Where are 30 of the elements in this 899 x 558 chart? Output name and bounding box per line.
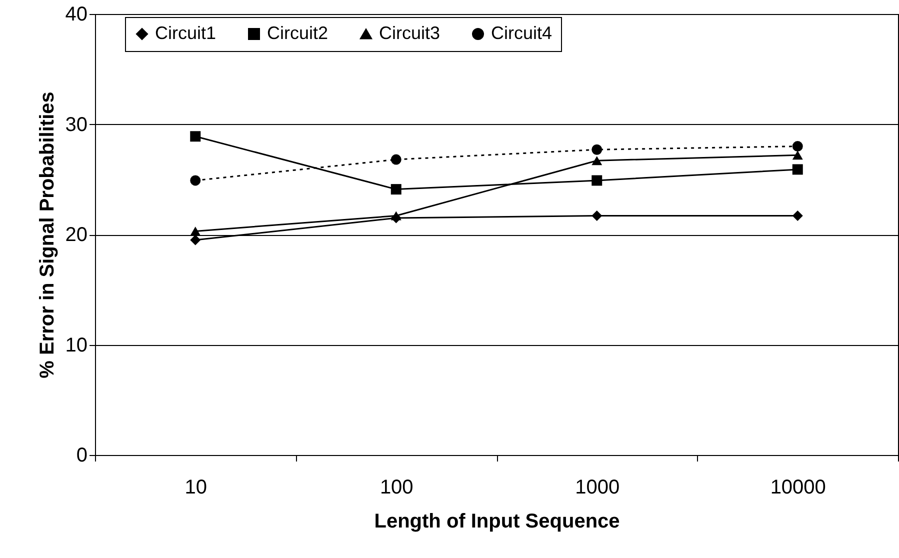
point: [190, 226, 201, 236]
x-tick-label: 10: [184, 476, 207, 498]
point: [792, 150, 803, 160]
y-tick-label: 30: [65, 114, 88, 136]
point: [390, 211, 402, 220]
x-tick-label: 10000: [770, 476, 826, 498]
x-tick-label: 1000: [575, 476, 620, 498]
y-tick-label: 10: [65, 334, 88, 356]
legend-label: Circuit2: [267, 23, 328, 43]
x-axis-title: Length of Input Sequence: [374, 510, 620, 532]
y-axis-title: % Error in Signal Probabilities: [36, 92, 58, 378]
point: [792, 164, 803, 175]
legend-label: Circuit1: [155, 23, 216, 43]
point: [592, 210, 602, 221]
legend-label: Circuit3: [379, 23, 440, 43]
legend-label: Circuit4: [491, 23, 552, 43]
point: [592, 175, 602, 186]
y-tick-label: 0: [76, 444, 88, 466]
point: [792, 210, 803, 221]
x-tick-label: 100: [380, 476, 414, 498]
point: [592, 144, 602, 155]
y-tick-label: 40: [65, 4, 88, 26]
point: [592, 156, 602, 166]
point: [190, 175, 201, 186]
point: [792, 141, 803, 152]
point: [190, 131, 201, 142]
point: [190, 234, 201, 246]
point: [390, 184, 402, 195]
y-tick-label: 20: [65, 224, 88, 246]
point: [390, 154, 402, 165]
